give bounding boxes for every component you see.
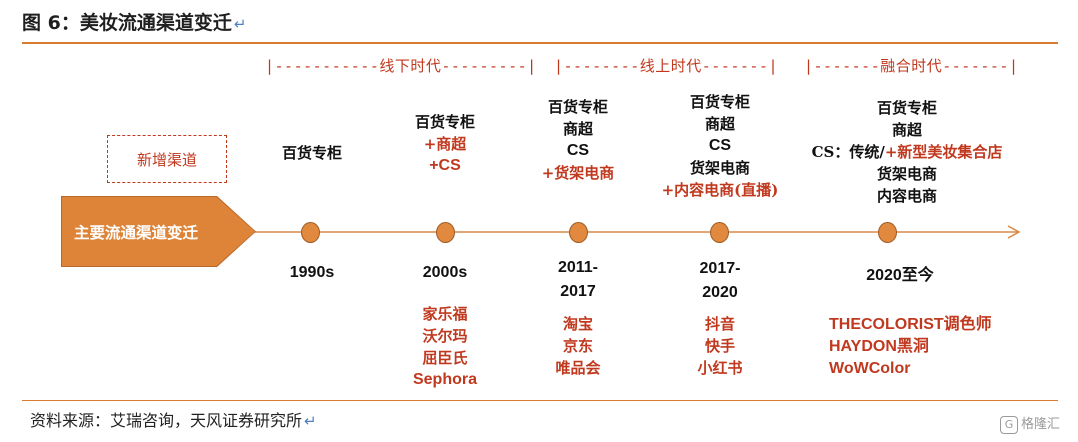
brand-item: 抖音 — [704, 315, 735, 333]
channel-item: 商超 — [891, 121, 922, 139]
title-divider — [22, 42, 1058, 44]
timeline-dot-2000s — [436, 222, 455, 243]
source-note: 资料来源：艾瑞咨询，天风证券研究所 ↵ — [30, 411, 317, 430]
channel-item: 货架电商 — [689, 159, 750, 177]
brand-item: 屈臣氏 — [422, 349, 468, 367]
legend-new-channel: 新增渠道 — [107, 135, 227, 183]
channel-item-new: +内容电商(直播) — [661, 181, 779, 199]
year-line: 2017- — [699, 260, 741, 277]
main-channel-label: 主要流通渠道变迁 — [62, 197, 255, 266]
year-line: 2017 — [560, 283, 596, 300]
era-fusion: |-------融合时代-------| — [804, 57, 1019, 75]
brands-2017-2020: 抖音 快手 小红书 — [670, 313, 770, 379]
year-2017-2020: 2017- 2020 — [670, 257, 770, 305]
era-online: |--------线上时代-------| — [554, 57, 779, 75]
brand-item: 小红书 — [697, 359, 743, 377]
brand-item: WoWColor — [829, 360, 911, 377]
timeline-arrow — [250, 225, 1021, 239]
channels-2020-now: 百货专柜 商超 CS：传统/+新型美妆集合店 货架电商 内容电商 — [782, 97, 1032, 207]
channel-item-new: +商超 — [423, 135, 467, 153]
year-2000s: 2000s — [395, 261, 495, 285]
brand-item: 唯品会 — [555, 359, 601, 377]
brand-item: HAYDON黑洞 — [829, 338, 929, 355]
timeline-dot-1990s — [301, 222, 320, 243]
channel-item-new: +货架电商 — [541, 164, 615, 182]
channel-item-cs: CS：传统/+新型美妆集合店 — [811, 143, 1003, 161]
channels-2011-2017: 百货专柜 商超 CS +货架电商 — [518, 96, 638, 184]
channels-2017-2020: 百货专柜 商超 CS 货架电商 +内容电商(直播) — [640, 91, 800, 201]
figure-title: 图 6：美妆流通渠道变迁 ↵ — [22, 12, 247, 34]
year-line: 2020至今 — [866, 267, 934, 284]
brand-item: 快手 — [704, 337, 735, 355]
channel-item: 内容电商 — [876, 187, 937, 205]
channel-item: CS — [708, 137, 732, 154]
channel-item: 百货专柜 — [281, 144, 342, 162]
logo-icon: G — [1000, 416, 1018, 434]
brand-item: THECOLORIST调色师 — [829, 316, 992, 333]
year-2011-2017: 2011- 2017 — [528, 256, 628, 304]
year-line: 2000s — [422, 264, 468, 281]
year-line: 1990s — [289, 264, 335, 281]
brands-2011-2017: 淘宝 京东 唯品会 — [528, 313, 628, 379]
return-mark-icon: ↵ — [304, 412, 317, 430]
year-1990s: 1990s — [262, 261, 362, 285]
return-mark-icon: ↵ — [233, 15, 247, 33]
brand-item: 家乐福 — [422, 305, 468, 323]
brands-2000s: 家乐福 沃尔玛 屈臣氏 Sephora — [395, 303, 495, 391]
source-divider — [22, 400, 1058, 401]
channels-1990s: 百货专柜 — [262, 142, 362, 164]
brand-item: 京东 — [562, 337, 593, 355]
brand-item: 淘宝 — [562, 315, 593, 333]
brand-item: Sephora — [412, 371, 477, 388]
timeline-dot-2020-now — [878, 222, 897, 243]
timeline-dot-2017-2020 — [710, 222, 729, 243]
channel-item: 百货专柜 — [689, 93, 750, 111]
year-2020-now: 2020至今 — [840, 264, 960, 288]
channel-item: 商超 — [704, 115, 735, 133]
year-line: 2011- — [557, 259, 599, 276]
channel-item-new: +CS — [429, 157, 461, 174]
channel-item: CS — [566, 142, 590, 159]
channel-item: 百货专柜 — [414, 113, 475, 131]
channel-item: 百货专柜 — [547, 98, 608, 116]
year-line: 2020 — [702, 284, 738, 301]
timeline-dot-2011-2017 — [569, 222, 588, 243]
channels-2000s: 百货专柜 +商超 +CS — [395, 111, 495, 177]
brand-item: 沃尔玛 — [422, 327, 468, 345]
brands-2020-now: THECOLORIST调色师 HAYDON黑洞 WoWColor — [829, 314, 1039, 380]
channel-item: 百货专柜 — [876, 99, 937, 117]
era-offline: |-----------线下时代---------| — [265, 57, 537, 75]
watermark: G 格隆汇 — [1000, 413, 1060, 434]
channel-item: 商超 — [562, 120, 593, 138]
channel-item: 货架电商 — [876, 165, 937, 183]
